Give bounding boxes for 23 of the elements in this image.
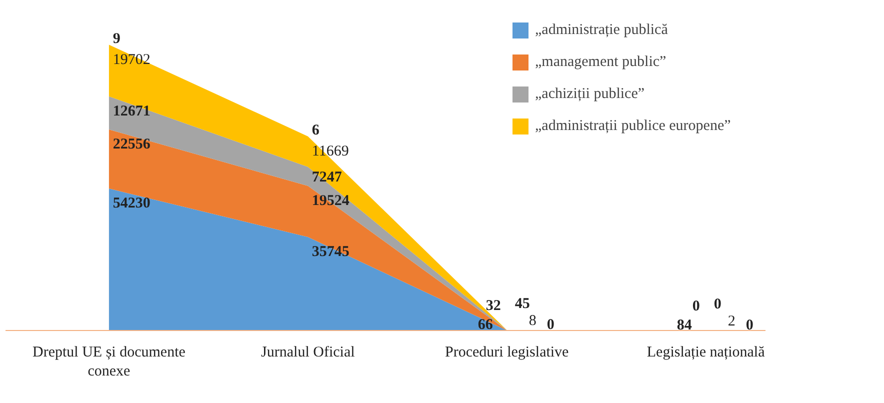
data-label: 0 [692, 298, 700, 314]
x-tick-label: Dreptul UE și documente conexe [32, 344, 186, 380]
data-label: 22556 [112, 136, 151, 153]
data-label: 2 [728, 313, 736, 330]
annotation: 0 [746, 317, 754, 334]
legend-label: „achiziții publice” [535, 86, 646, 102]
x-tick-label: Proceduri legislative [445, 344, 570, 360]
x-tick-label: Legislație națională [646, 344, 766, 360]
data-label: 8 [528, 313, 536, 330]
data-label: 12671 [112, 103, 150, 120]
data-label: 66 [478, 317, 494, 334]
legend-label: „administrație publică [535, 22, 669, 38]
annotation: 6 [312, 122, 320, 138]
legend-label: „administrații publice europene” [535, 118, 732, 134]
data-label: 45 [514, 296, 530, 312]
data-label: 54230 [112, 196, 150, 212]
annotation: 9 [112, 30, 120, 47]
legend-label: „management public” [535, 54, 668, 70]
data-label: 0 [714, 296, 722, 312]
data-label: 84 [676, 317, 692, 334]
data-label: 32 [486, 298, 501, 314]
annotation: 0 [546, 317, 554, 334]
x-tick-label: Jurnalul Oficial [261, 344, 355, 360]
